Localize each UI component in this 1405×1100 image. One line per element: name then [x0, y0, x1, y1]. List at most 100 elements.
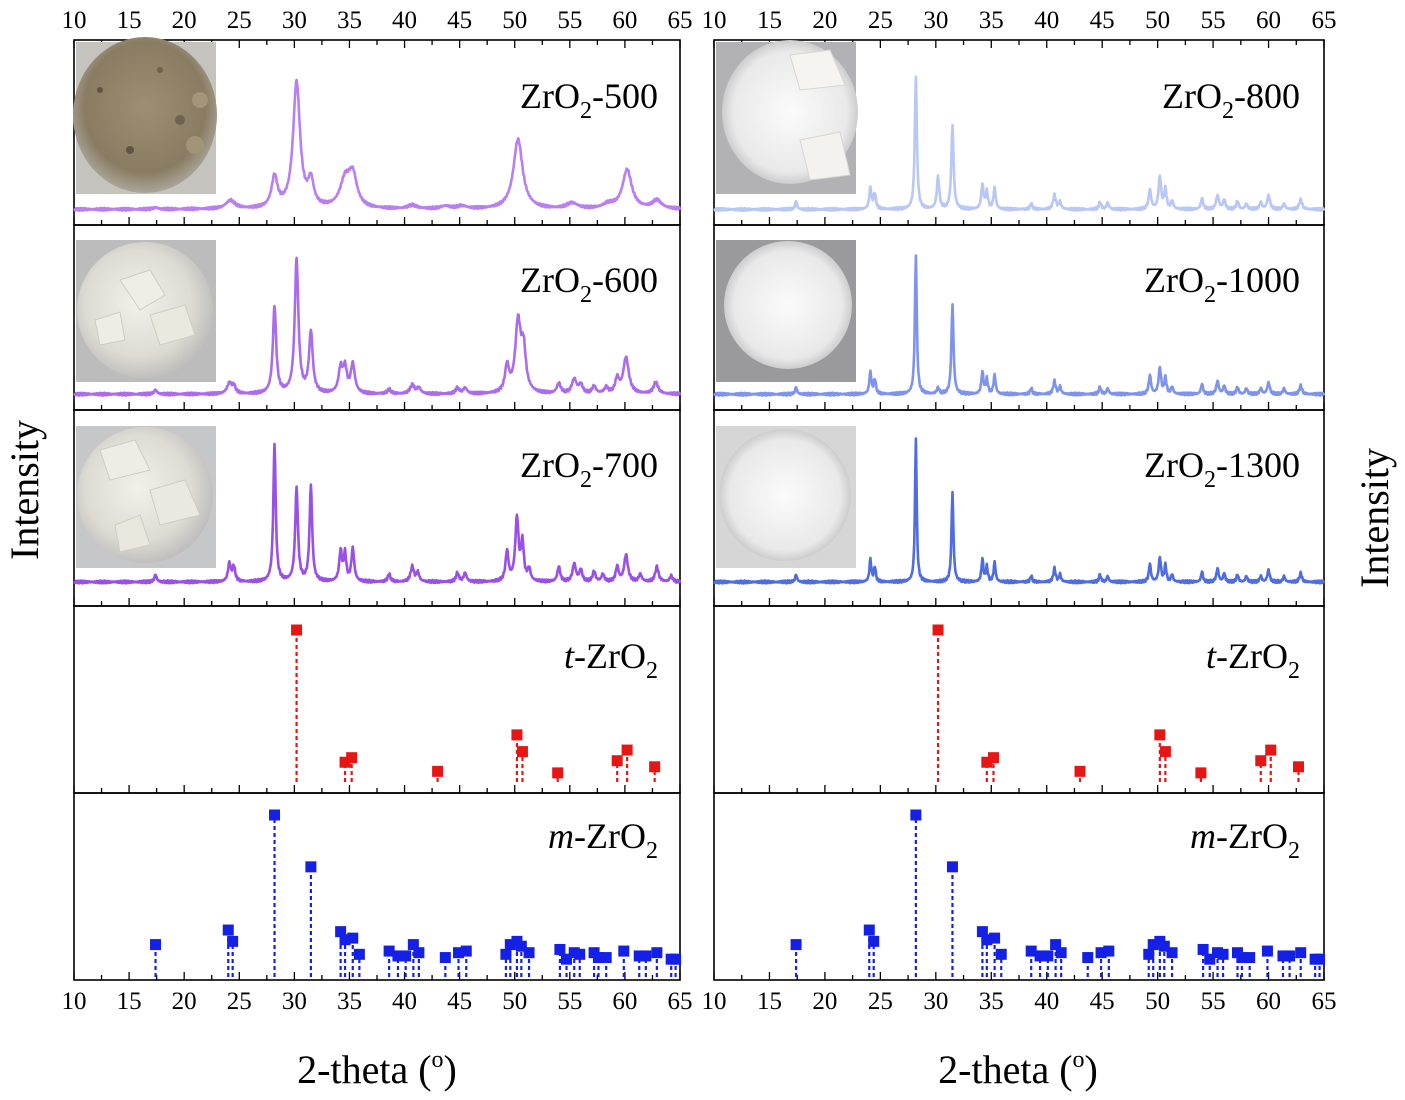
reference-marker [1025, 945, 1037, 957]
reference-marker [1050, 939, 1062, 951]
reference-marker [291, 624, 303, 636]
reference-marker [618, 945, 630, 957]
reference-marker [1255, 755, 1267, 767]
x-tick-label: 25 [227, 7, 252, 34]
x-tick-label: 10 [62, 7, 87, 34]
x-tick-label: 60 [1256, 7, 1281, 34]
x-tick-label: 45 [447, 7, 472, 34]
reference-marker [976, 926, 988, 938]
reference-marker [1166, 947, 1178, 959]
reference-marker [500, 948, 512, 960]
reference-marker [1217, 948, 1229, 960]
x-tick-label: 30 [282, 7, 307, 34]
reference-marker [621, 744, 633, 756]
x-tick-label: 30 [282, 988, 307, 1015]
panel-frame-t-ref-left [73, 605, 681, 794]
reference-marker [460, 945, 472, 957]
reference-marker [150, 939, 162, 951]
powder-sample-photo-icon [716, 40, 858, 194]
reference-marker [561, 953, 573, 965]
label-t-zro2-right: t-ZrO2 [1206, 636, 1300, 684]
x-tick-label: 50 [1145, 7, 1170, 34]
x-tick-label: 40 [1034, 7, 1059, 34]
y-axis-title-left: Intensity [2, 420, 47, 560]
x-tick-label: 25 [868, 7, 893, 34]
powder-sample-photo-icon [76, 426, 216, 568]
reference-marker [515, 940, 527, 952]
x-tick-label: 10 [62, 988, 87, 1015]
reference-marker [392, 950, 404, 962]
x-tick-label: 55 [557, 7, 582, 34]
xrd-traces [73, 75, 1326, 585]
x-tick-label: 20 [172, 988, 197, 1015]
reference-marker [222, 924, 234, 936]
reference-marker [439, 952, 451, 964]
x-tick-label: 65 [1312, 988, 1337, 1015]
reference-marker [1204, 953, 1216, 965]
reference-marker [981, 934, 993, 946]
x-tick-label: 65 [668, 988, 693, 1015]
x-tick-label: 30 [923, 988, 948, 1015]
x-tick-label: 15 [757, 7, 782, 34]
x-tick-label: 55 [1201, 988, 1226, 1015]
reference-marker [335, 926, 347, 938]
reference-marker [1074, 765, 1086, 777]
reference-marker [932, 624, 944, 636]
x-axis-title-left: 2-theta (o) [297, 1047, 457, 1092]
reference-marker [1154, 729, 1166, 741]
powder-sample-photo-icon [716, 240, 856, 382]
reference-marker [305, 861, 317, 873]
reference-marker [400, 950, 412, 962]
x-tick-label: 45 [1090, 988, 1115, 1015]
reference-marker [516, 746, 528, 758]
powder-sample-photo-icon [76, 240, 216, 382]
reference-marker [1261, 945, 1273, 957]
reference-marker [1147, 939, 1159, 951]
x-tick-label: 40 [392, 988, 417, 1015]
x-tick-label: 55 [1201, 7, 1226, 34]
reference-marker [453, 947, 465, 959]
label-zro2-600: ZrO2-600 [520, 260, 658, 308]
reference-marker [1277, 950, 1289, 962]
reference-marker [269, 809, 281, 821]
reference-marker [574, 948, 586, 960]
reference-marker [1042, 950, 1054, 962]
reference-marker [1236, 952, 1248, 964]
x-tick-label: 60 [1256, 988, 1281, 1015]
reference-marker [1034, 950, 1046, 962]
y-axis-title-right: Intensity [1352, 448, 1397, 588]
reference-marker [1143, 948, 1155, 960]
xrd-trace-zro2-1000 [713, 254, 1326, 397]
x-tick-label: 15 [117, 988, 142, 1015]
reference-marker [611, 755, 623, 767]
reference-marker [383, 945, 395, 957]
reference-marker [347, 932, 359, 944]
reference-marker [1158, 940, 1170, 952]
xrd-trace-zro2-600 [73, 256, 682, 397]
reference-marker [407, 939, 419, 951]
reference-marker [339, 756, 351, 768]
reference-marker [568, 947, 580, 959]
x-tick-label: 50 [502, 988, 527, 1015]
x-tick-label: 15 [757, 988, 782, 1015]
x-tick-label: 60 [612, 7, 637, 34]
reference-marker [1197, 943, 1209, 955]
x-tick-label: 10 [702, 988, 727, 1015]
reference-marker [554, 943, 566, 955]
reference-marker [1095, 947, 1107, 959]
reference-marker [346, 752, 358, 764]
reference-marker [1212, 947, 1224, 959]
x-tick-label: 45 [447, 988, 472, 1015]
reference-marker [981, 756, 993, 768]
label-zro2-700: ZrO2-700 [520, 445, 658, 493]
x-tick-label: 30 [923, 7, 948, 34]
x-tick-label: 40 [1034, 988, 1059, 1015]
xrd-trace-zro2-800 [713, 75, 1326, 212]
reference-marker [910, 809, 922, 821]
reference-marker [790, 939, 802, 951]
powder-sample-photo-icon [716, 426, 856, 568]
x-tick-label: 65 [1312, 7, 1337, 34]
reference-marker [946, 861, 958, 873]
reference-marker [987, 752, 999, 764]
xrd-trace-zro2-700 [73, 442, 682, 585]
